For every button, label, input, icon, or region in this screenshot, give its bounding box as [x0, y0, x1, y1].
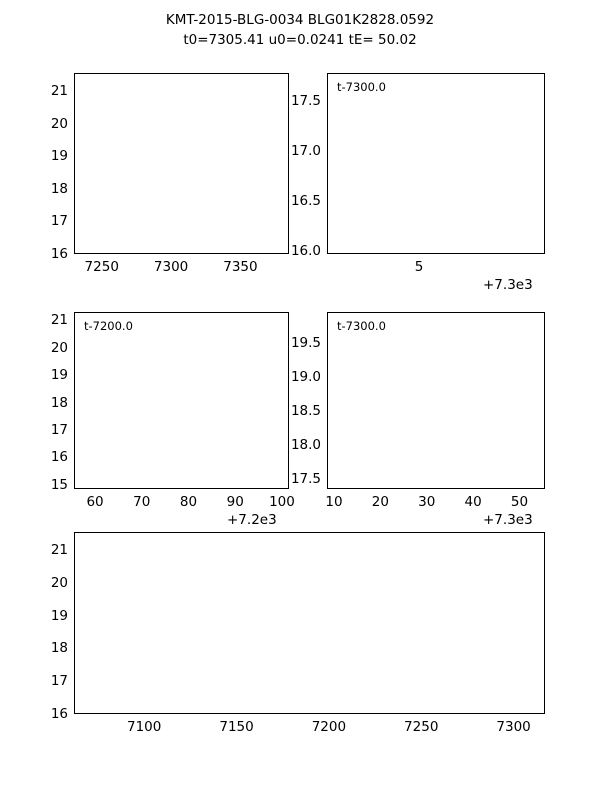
panel-mid-left-xtick-label: 70: [133, 494, 151, 510]
panel-mid-left[interactable]: [74, 312, 289, 489]
panel-mid-left-x-offset-label: +7.2e3: [227, 512, 277, 528]
panel-top-right-x-offset-label: +7.3e3: [483, 277, 533, 293]
panel-bottom-ytick-label: 16: [50, 706, 68, 722]
panel-bottom-ytick-label: 17: [50, 673, 68, 690]
panel-top-right[interactable]: [327, 73, 545, 254]
figure-title: KMT-2015-BLG-0034 BLG01K2828.0592 t0=7305…: [0, 10, 600, 50]
panel-top-right-frame: [327, 73, 545, 254]
panel-mid-left-ytick-label: 20: [50, 339, 68, 356]
panel-mid-right-frame: [327, 312, 545, 489]
panel-mid-left-xtick-label: 100: [269, 494, 295, 510]
panel-mid-right-xtick-label: 20: [371, 494, 389, 510]
panel-top-left-ytick-label: 21: [50, 82, 68, 99]
panel-mid-right-xtick-label: 10: [325, 494, 343, 510]
panel-top-left-ytick-label: 16: [50, 246, 68, 262]
panel-top-left-ytick-label: 20: [50, 115, 68, 132]
panel-mid-right-ytick-label: 18.0: [290, 436, 321, 453]
panel-bottom-xtick-label: 7100: [127, 719, 162, 735]
panel-top-left-xtick-label: 7350: [223, 259, 258, 275]
panel-mid-right[interactable]: [327, 312, 545, 489]
panel-mid-left-xtick-label: 90: [226, 494, 244, 510]
panel-mid-left-ytick-label: 16: [50, 449, 68, 466]
panel-bottom[interactable]: [74, 532, 545, 714]
panel-top-left-ytick-label: 17: [50, 213, 68, 230]
panel-bottom-ytick-label: 21: [50, 542, 68, 559]
panel-mid-left-ytick-label: 18: [50, 394, 68, 411]
panel-mid-right-xtick-label: 30: [418, 494, 436, 510]
panel-top-right-ytick-label: 17.0: [290, 143, 321, 159]
panel-bottom-xtick-label: 7200: [311, 719, 347, 735]
panel-top-right-ytick-label: 17.5: [290, 93, 321, 109]
panel-mid-right-ytick-label: 19.5: [290, 334, 321, 351]
panel-bottom-xtick-label: 7150: [219, 719, 254, 735]
panel-top-left-xtick-label: 7300: [153, 259, 189, 275]
panel-mid-left-ytick-label: 17: [50, 422, 68, 438]
panel-top-right-ytick-label: 16.0: [290, 243, 321, 259]
panel-mid-right-x-offset-label: +7.3e3: [483, 512, 533, 528]
panel-mid-left-annotation: t-7200.0: [84, 319, 133, 333]
panel-top-left-ytick-label: 18: [50, 180, 68, 197]
panel-bottom-ytick-label: 20: [50, 574, 68, 591]
title-line-1: KMT-2015-BLG-0034 BLG01K2828.0592: [165, 12, 435, 28]
panel-mid-right-ytick-label: 17.5: [290, 470, 321, 487]
panel-mid-right-ytick-label: 18.5: [290, 402, 321, 419]
panel-mid-left-ytick-label: 21: [50, 312, 68, 329]
panel-bottom-xtick-label: 7250: [404, 719, 439, 735]
panel-top-left[interactable]: [74, 73, 289, 254]
panel-mid-left-xtick-label: 60: [86, 494, 104, 510]
panel-mid-right-annotation: t-7300.0: [337, 319, 386, 333]
panel-top-right-xtick-label: 5: [414, 259, 424, 275]
panel-top-left-ytick-label: 19: [50, 148, 68, 165]
panel-top-right-annotation: t-7300.0: [337, 80, 386, 94]
title-line-2: t0=7305.41 u0=0.0241 tE= 50.02: [183, 32, 417, 48]
panel-bottom-xtick-label: 7300: [496, 719, 531, 735]
panel-mid-right-xtick-label: 40: [464, 494, 482, 510]
panel-mid-left-ytick-label: 19: [50, 367, 68, 384]
panel-top-right-ytick-label: 16.5: [290, 193, 321, 209]
panel-mid-left-ytick-label: 15: [50, 476, 68, 493]
panel-bottom-ytick-label: 18: [50, 640, 68, 657]
panel-mid-left-xtick-label: 80: [179, 494, 198, 510]
panel-top-left-frame: [74, 73, 289, 254]
panel-top-left-xtick-label: 7250: [84, 259, 119, 275]
panel-mid-left-frame: [74, 312, 289, 489]
panel-mid-right-xtick-label: 50: [510, 494, 529, 510]
panel-mid-right-ytick-label: 19.0: [290, 368, 321, 385]
panel-bottom-ytick-label: 19: [50, 607, 68, 624]
panel-bottom-frame: [74, 532, 545, 714]
